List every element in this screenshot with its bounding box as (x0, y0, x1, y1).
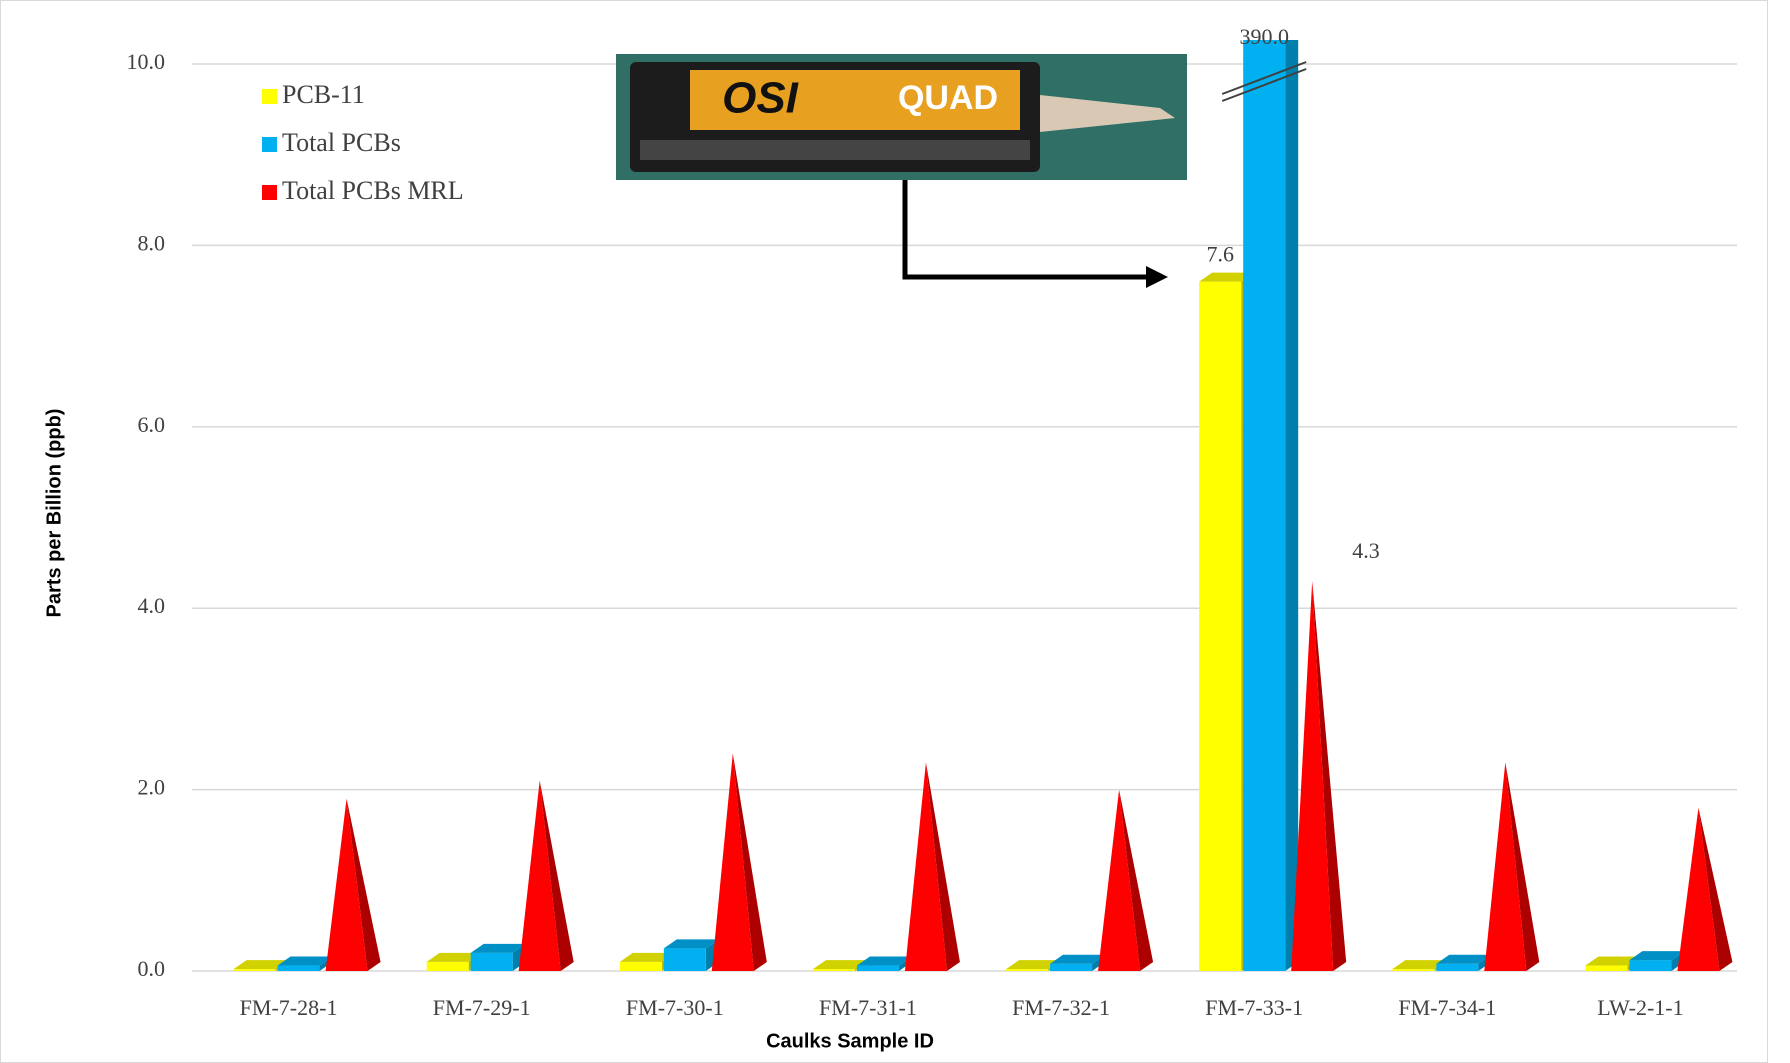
bar-front (1392, 969, 1434, 971)
bar (471, 944, 526, 971)
data-label: 390.0 (1239, 24, 1289, 49)
x-axis-title: Caulks Sample ID (766, 1030, 934, 1052)
y-tick-label: 4.0 (138, 593, 166, 618)
bar-front (1629, 960, 1671, 971)
legend-swatch (262, 137, 277, 152)
chart: 0.0 2.0 4.0 6.0 8.0 10.0 FM-7-28-1 FM-7-29-1 FM-… (0, 0, 1790, 1063)
y-tick-label: 0.0 (138, 956, 166, 981)
bar-front (1243, 0, 1285, 971)
y-tick-label: 8.0 (138, 230, 166, 255)
x-tick-label: FM-7-34-1 (1398, 995, 1496, 1020)
bar-front (664, 948, 706, 971)
y-axis-title: Parts per Billion (ppb) (43, 409, 65, 618)
bar-front (1436, 964, 1478, 971)
bar-front (620, 962, 662, 971)
bar (1243, 0, 1298, 971)
data-label: 7.6 (1206, 242, 1234, 267)
bar-front (1585, 966, 1627, 971)
y-tick-label: 2.0 (138, 775, 166, 800)
legend-label: Total PCBs (282, 128, 401, 157)
x-tick-label: FM-7-29-1 (433, 995, 531, 1020)
bar (664, 939, 719, 971)
x-tick-label: FM-7-28-1 (240, 995, 338, 1020)
y-tick-label: 6.0 (138, 412, 166, 437)
bar-front (427, 962, 469, 971)
bar-side (1285, 0, 1298, 971)
photo-text: OSI (722, 74, 799, 123)
x-tick-label: FM-7-30-1 (626, 995, 724, 1020)
bar-front (813, 969, 855, 971)
legend-label: PCB-11 (282, 80, 365, 109)
bar-front (1050, 964, 1092, 971)
legend-swatch (262, 89, 277, 104)
x-tick-label: FM-7-32-1 (1012, 995, 1110, 1020)
bar-front (278, 966, 320, 971)
product-photo: OSI QUAD (616, 54, 1187, 180)
legend-label: Total PCBs MRL (282, 176, 464, 205)
legend-swatch (262, 185, 277, 200)
y-tick-label: 10.0 (127, 49, 166, 74)
x-tick-label: FM-7-31-1 (819, 995, 917, 1020)
bar-front (857, 966, 899, 971)
bar-front (1199, 282, 1241, 971)
x-tick-label: LW-2-1-1 (1597, 995, 1683, 1020)
data-label: 4.3 (1352, 538, 1380, 563)
bar-front (234, 969, 276, 971)
bar-front (1006, 969, 1048, 971)
x-tick-label: FM-7-33-1 (1205, 995, 1303, 1020)
bar-front (471, 953, 513, 971)
photo-text: QUAD (898, 79, 998, 117)
